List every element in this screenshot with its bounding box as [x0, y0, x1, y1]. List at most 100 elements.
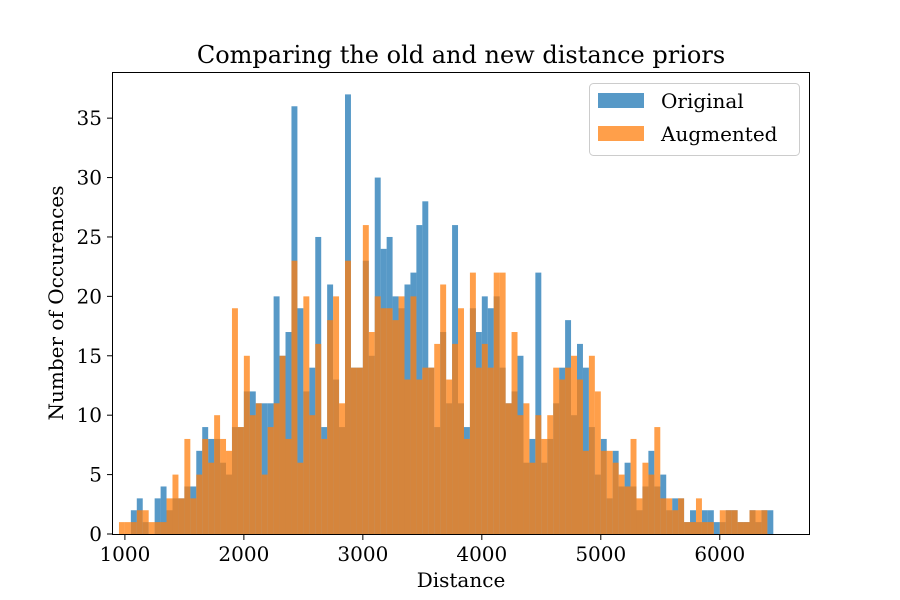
bar-augmented-3650: [440, 284, 447, 534]
bar-augmented-6000: [719, 510, 726, 534]
bar-augmented-3850: [463, 438, 470, 534]
bar-augmented-4700: [565, 367, 572, 534]
bar-augmented-3100: [374, 296, 381, 534]
bar-augmented-2150: [261, 474, 268, 534]
bar-augmented-6250: [749, 510, 756, 534]
bar-augmented-2450: [297, 462, 304, 534]
y-tick-label-20: 20: [77, 284, 102, 308]
bar-augmented-5600: [672, 510, 679, 534]
bar-augmented-2650: [321, 438, 328, 534]
y-tick-label-15: 15: [77, 344, 102, 368]
bar-augmented-5800: [695, 498, 702, 534]
bar-original-5950: [713, 522, 720, 534]
bar-augmented-4950: [594, 391, 601, 534]
bar-augmented-5050: [606, 450, 613, 534]
bar-augmented-2400: [291, 260, 298, 534]
bar-augmented-3900: [469, 272, 476, 534]
bar-augmented-5700: [684, 522, 691, 534]
bar-augmented-4150: [499, 272, 506, 534]
bar-augmented-4250: [511, 332, 518, 534]
bar-augmented-5150: [618, 474, 625, 534]
bar-augmented-2750: [333, 296, 340, 534]
bar-augmented-6200: [743, 522, 750, 534]
bar-augmented-3600: [434, 343, 441, 534]
bar-augmented-1800: [220, 438, 227, 534]
y-axis-ticks: 0 5 10 15 20 25 30 35: [77, 106, 113, 546]
bar-augmented-2350: [285, 438, 292, 534]
bar-augmented-3250: [392, 320, 399, 534]
bar-augmented-4500: [541, 438, 548, 534]
bar-augmented-1100: [136, 510, 143, 534]
bar-augmented-4650: [559, 379, 566, 534]
bar-augmented-1000: [124, 522, 131, 534]
bar-augmented-2600: [315, 343, 322, 534]
bar-original-1300: [160, 486, 167, 534]
bar-augmented-1850: [226, 450, 232, 534]
bar-augmented-4850: [582, 450, 589, 534]
bar-augmented-4550: [547, 415, 554, 534]
plot-area: [118, 94, 774, 535]
bar-augmented-6300: [755, 510, 762, 534]
bar-augmented-3950: [475, 367, 482, 534]
bar-augmented-4000: [481, 343, 488, 534]
bar-augmented-4350: [523, 403, 530, 534]
y-axis-label: Number of Occurences: [44, 186, 68, 421]
bar-augmented-3050: [368, 332, 375, 534]
bar-augmented-3800: [458, 308, 464, 534]
bar-augmented-1150: [142, 510, 149, 534]
x-tick-label-6000: 6000: [694, 542, 745, 566]
legend-swatch-original: [598, 93, 644, 108]
bar-augmented-5200: [624, 486, 631, 534]
bar-augmented-2500: [303, 296, 310, 534]
bar-augmented-4400: [529, 462, 536, 534]
bar-original-2350: [285, 332, 292, 534]
y-tick-label-0: 0: [89, 522, 102, 546]
bar-augmented-1950: [237, 427, 244, 534]
bar-augmented-1200: [148, 522, 155, 534]
legend: Original Augmented: [589, 83, 800, 156]
bar-augmented-2000: [243, 355, 250, 534]
bar-augmented-1450: [178, 498, 185, 534]
bar-augmented-3700: [446, 379, 453, 534]
bar-augmented-5350: [642, 462, 649, 534]
bar-augmented-5450: [654, 427, 661, 534]
bar-augmented-2050: [249, 415, 256, 534]
bar-augmented-4300: [517, 415, 524, 534]
x-tick-label-3000: 3000: [337, 542, 388, 566]
bar-augmented-3300: [398, 296, 405, 534]
bar-augmented-6100: [731, 510, 738, 534]
bar-augmented-6350: [761, 510, 768, 534]
legend-label-augmented: Augmented: [660, 122, 778, 146]
bar-augmented-4100: [493, 272, 500, 534]
bar-augmented-4450: [535, 415, 542, 534]
bar-augmented-3750: [452, 343, 459, 534]
bar-augmented-5500: [660, 498, 667, 534]
y-tick-label-25: 25: [77, 225, 102, 249]
bar-augmented-2800: [339, 403, 345, 534]
x-tick-label-2000: 2000: [218, 542, 269, 566]
bar-augmented-5250: [630, 438, 637, 534]
bar-augmented-6050: [725, 510, 732, 534]
bar-augmented-2700: [327, 320, 334, 534]
bar-augmented-4200: [505, 403, 512, 534]
bar-augmented-3000: [362, 225, 369, 534]
bar-original-2450: [297, 308, 304, 534]
bar-augmented-2850: [345, 260, 351, 534]
bar-augmented-1600: [196, 474, 203, 534]
bar-augmented-5100: [612, 462, 619, 534]
bar-augmented-4600: [553, 367, 560, 534]
bar-augmented-6150: [737, 522, 744, 534]
bar-augmented-1400: [172, 474, 179, 534]
bar-augmented-2100: [255, 403, 262, 534]
y-tick-label-35: 35: [77, 106, 102, 130]
bar-augmented-3150: [380, 308, 387, 534]
bar-augmented-3350: [404, 379, 411, 534]
bars-augmented: [118, 225, 768, 534]
bar-original-2150: [261, 403, 268, 534]
bar-augmented-3500: [422, 367, 429, 534]
bar-augmented-5750: [690, 522, 696, 534]
bar-augmented-2300: [279, 355, 286, 534]
x-axis-label: Distance: [417, 568, 506, 592]
y-tick-label-30: 30: [77, 166, 102, 190]
